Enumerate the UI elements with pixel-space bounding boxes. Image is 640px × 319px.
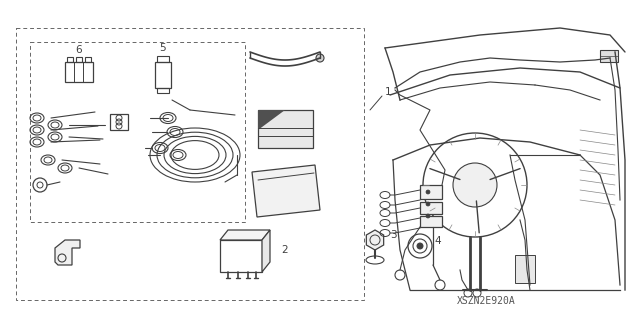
Text: 6: 6 <box>76 45 83 55</box>
Polygon shape <box>252 165 320 217</box>
Text: 5: 5 <box>160 43 166 53</box>
Bar <box>600 50 618 62</box>
Bar <box>157 88 169 93</box>
Bar <box>157 56 169 62</box>
Bar <box>76 57 82 62</box>
Circle shape <box>426 190 430 194</box>
Polygon shape <box>262 230 270 272</box>
Polygon shape <box>366 230 383 250</box>
Text: 3: 3 <box>390 230 396 240</box>
Text: 4: 4 <box>435 236 442 246</box>
Circle shape <box>453 163 497 207</box>
Polygon shape <box>55 240 80 265</box>
Polygon shape <box>220 230 270 240</box>
Circle shape <box>417 243 423 249</box>
Bar <box>420 202 442 214</box>
Circle shape <box>426 214 430 218</box>
Bar <box>67 57 73 62</box>
Bar <box>16 28 364 300</box>
Circle shape <box>426 202 430 206</box>
Bar <box>65 62 93 82</box>
Bar <box>30 42 245 222</box>
Bar <box>515 255 535 283</box>
Circle shape <box>316 54 324 62</box>
Polygon shape <box>258 110 285 130</box>
Bar <box>420 216 442 227</box>
Bar <box>110 114 128 130</box>
Bar <box>155 62 171 88</box>
Bar <box>85 57 91 62</box>
Bar <box>420 185 442 199</box>
Bar <box>258 110 313 148</box>
Bar <box>220 240 262 272</box>
Text: 2: 2 <box>282 245 288 255</box>
Text: 1: 1 <box>385 87 391 97</box>
Text: XSZN2E920A: XSZN2E920A <box>457 296 516 307</box>
